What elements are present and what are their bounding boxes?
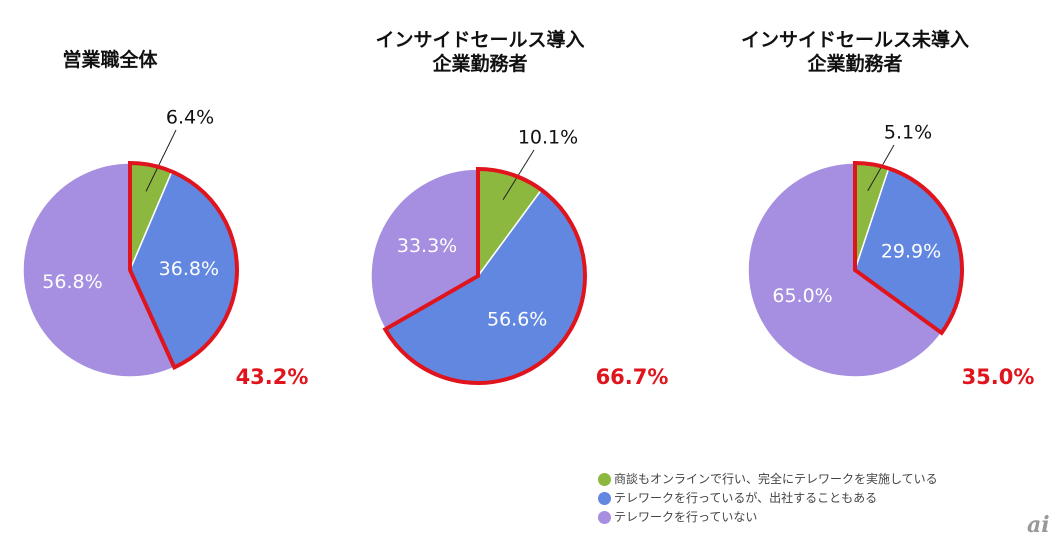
ai-logo: ai (1027, 512, 1050, 538)
legend-label: 商談もオンラインで行い、完全にテレワークを実施している (614, 472, 938, 486)
pie-chart-3: 5.1% 29.9% 65.0% 35.0% (747, 122, 1035, 389)
highlight-total: 43.2% (236, 365, 309, 389)
pie-slice (22, 162, 176, 378)
highlight-total: 66.7% (596, 365, 669, 389)
highlight-outline (853, 160, 964, 336)
pie-chart-1: 6.4% 36.8% 56.8% 43.2% (22, 107, 309, 389)
chart-title-1: 営業職全体 (62, 49, 158, 71)
legend-swatch (598, 492, 611, 505)
chart-title-2: インサイドセールス導入 企業勤務者 (375, 29, 585, 75)
legend-item: テレワークを行っているが、出社することもある (598, 489, 938, 508)
legend-swatch (598, 473, 611, 486)
legend: 商談もオンラインで行い、完全にテレワークを実施している テレワークを行っているが… (598, 470, 938, 527)
legend-item: テレワークを行っていない (598, 508, 938, 527)
data-label: 33.3% (397, 235, 457, 257)
pie-chart-2: 10.1% 56.6% 33.3% 66.7% (370, 127, 669, 389)
legend-swatch (598, 511, 611, 524)
data-label: 29.9% (881, 240, 941, 262)
data-label: 56.6% (487, 308, 547, 330)
highlight-total: 35.0% (962, 365, 1035, 389)
data-label: 10.1% (518, 127, 578, 149)
data-label: 6.4% (166, 107, 214, 129)
data-label: 36.8% (159, 258, 219, 280)
data-label: 56.8% (42, 271, 102, 293)
highlight-outline (128, 160, 239, 371)
highlight-outline (382, 166, 587, 385)
data-label: 5.1% (884, 122, 932, 144)
legend-label: テレワークを行っていない (614, 510, 758, 524)
leader-line (145, 129, 177, 192)
legend-label: テレワークを行っているが、出社することもある (614, 491, 878, 505)
data-label: 65.0% (772, 285, 832, 307)
chart-title-3: インサイドセールス未導入 企業勤務者 (740, 29, 969, 75)
pie-slice (747, 162, 943, 378)
legend-item: 商談もオンラインで行い、完全にテレワークを実施している (598, 470, 938, 489)
